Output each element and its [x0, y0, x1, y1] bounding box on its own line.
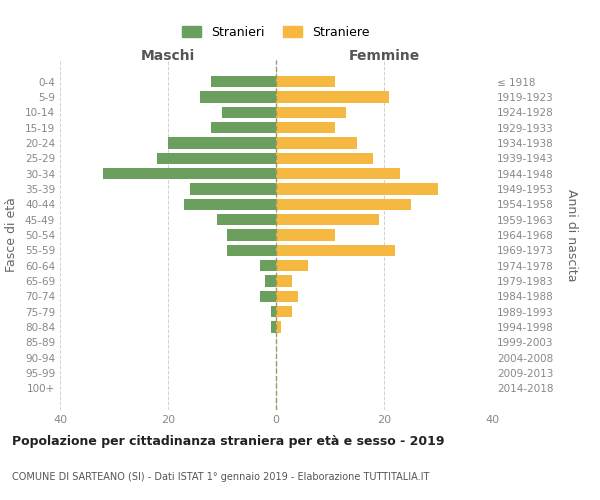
Text: Popolazione per cittadinanza straniera per età e sesso - 2019: Popolazione per cittadinanza straniera p… — [12, 435, 445, 448]
Text: Femmine: Femmine — [349, 50, 419, 64]
Legend: Stranieri, Straniere: Stranieri, Straniere — [178, 21, 374, 44]
Bar — [217, 214, 276, 226]
Bar — [276, 214, 379, 226]
Bar — [276, 168, 400, 179]
Bar — [265, 276, 276, 287]
Text: COMUNE DI SARTEANO (SI) - Dati ISTAT 1° gennaio 2019 - Elaborazione TUTTITALIA.I: COMUNE DI SARTEANO (SI) - Dati ISTAT 1° … — [12, 472, 430, 482]
Bar — [276, 229, 335, 241]
Bar — [190, 183, 276, 194]
Bar — [276, 244, 395, 256]
Bar — [276, 260, 308, 272]
Bar — [276, 76, 335, 88]
Bar — [227, 244, 276, 256]
Bar — [184, 198, 276, 210]
Y-axis label: Anni di nascita: Anni di nascita — [565, 188, 578, 281]
Bar — [103, 168, 276, 179]
Bar — [157, 152, 276, 164]
Bar — [276, 183, 438, 194]
Bar — [276, 152, 373, 164]
Bar — [271, 306, 276, 318]
Y-axis label: Fasce di età: Fasce di età — [5, 198, 18, 272]
Bar — [211, 76, 276, 88]
Bar — [200, 91, 276, 102]
Bar — [227, 229, 276, 241]
Bar — [260, 290, 276, 302]
Bar — [276, 322, 281, 333]
Text: Maschi: Maschi — [141, 50, 195, 64]
Bar — [211, 122, 276, 134]
Bar — [276, 91, 389, 102]
Bar — [276, 106, 346, 118]
Bar — [276, 122, 335, 134]
Bar — [271, 322, 276, 333]
Bar — [222, 106, 276, 118]
Bar — [168, 137, 276, 148]
Bar — [276, 306, 292, 318]
Bar — [276, 137, 357, 148]
Bar — [276, 276, 292, 287]
Bar — [276, 198, 411, 210]
Bar — [260, 260, 276, 272]
Bar — [276, 290, 298, 302]
